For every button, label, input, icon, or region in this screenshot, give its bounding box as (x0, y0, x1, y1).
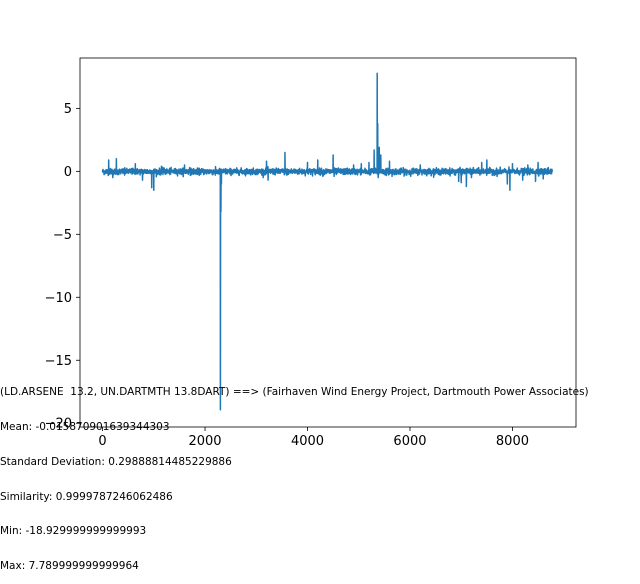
stats-min: Min: -18.929999999999993 (0, 525, 147, 538)
stats-mean: Mean: -0.015870901639344303 (0, 420, 170, 433)
x-tick-label: 4000 (291, 434, 324, 449)
y-axis: −20 −15 −10 −5 0 5 (45, 102, 80, 432)
series-line (101, 72, 554, 411)
line-chart: 0 2000 4000 6000 8000 −20 −15 −10 −5 0 5 (45, 57, 577, 449)
stats-title: (LD.ARSENE 13.2, UN.DARTMTH 13.8DART) ==… (0, 386, 589, 399)
x-axis: 0 2000 4000 6000 8000 (98, 427, 529, 449)
y-tick-label: 5 (64, 102, 72, 117)
x-tick-label: 8000 (496, 434, 529, 449)
stats-max: Max: 7.789999999999964 (0, 560, 139, 573)
y-tick-label: −10 (45, 291, 72, 306)
y-tick-label: −20 (45, 417, 72, 432)
plot-area (79, 57, 577, 428)
x-tick-label: 0 (98, 434, 106, 449)
stats-annotation: (LD.ARSENE 13.2, UN.DARTMTH 13.8DART) ==… (0, 364, 589, 584)
y-tick-label: −15 (45, 354, 72, 369)
stats-std: Standard Deviation: 0.29888814485229886 (0, 455, 232, 468)
x-tick-label: 2000 (188, 434, 221, 449)
y-tick-label: −5 (53, 228, 72, 243)
stats-similarity: Similarity: 0.9999787246062486 (0, 490, 173, 503)
y-tick-label: 0 (64, 165, 72, 180)
x-tick-label: 6000 (393, 434, 426, 449)
